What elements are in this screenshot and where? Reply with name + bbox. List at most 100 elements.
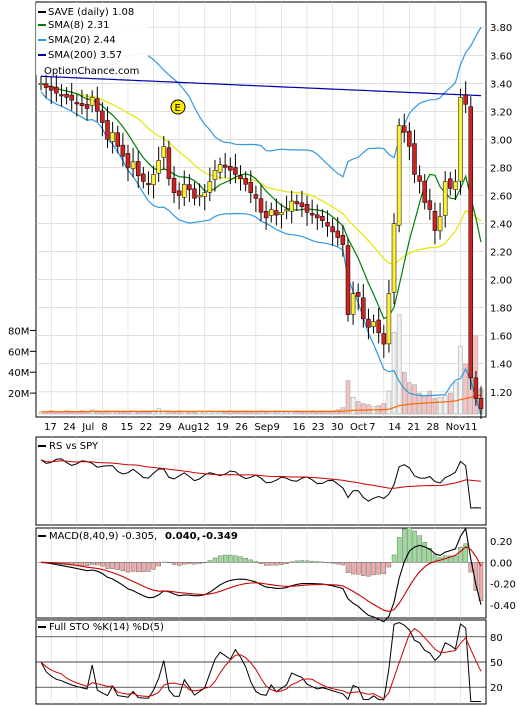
candle-body [412, 143, 417, 175]
volume-bar [407, 382, 412, 415]
volume-bar [217, 411, 223, 415]
candle-body [146, 183, 151, 186]
sto-tick-label: 20 [490, 683, 503, 694]
volume-bar [253, 411, 259, 415]
macd-title: MACD(8,40,9) -0.305, 0.040, -0.349 [38, 531, 238, 542]
candle-body [228, 166, 233, 171]
macd-title-text: MACD(8,40,9) -0.305, [49, 531, 157, 542]
volume-bar [48, 410, 54, 415]
sto-title-text: Full STO %K(14) %D(5) [49, 622, 164, 633]
price-tick-label: 2.60 [490, 191, 512, 202]
candle-body [151, 174, 156, 185]
candle-body [130, 161, 136, 169]
rs-average-line [40, 459, 482, 489]
macd-histogram-bar [284, 562, 289, 564]
macd-histogram-bar [228, 554, 233, 563]
sma8-line [40, 82, 482, 320]
volume-bar [345, 380, 351, 415]
volume-bar [238, 411, 243, 415]
macd-histogram-bar [432, 554, 438, 563]
x-tick-label: 28 [426, 422, 439, 433]
macd-histogram-bar [192, 562, 197, 565]
legend-background [36, 3, 148, 75]
candle-body [207, 181, 213, 193]
candle-body [458, 97, 463, 182]
macd-histogram-bar [299, 560, 305, 563]
watermark: OptionChance.com [44, 66, 139, 77]
x-tick-label: 21 [407, 422, 420, 433]
line-layer [40, 26, 484, 702]
candle-body [125, 153, 131, 168]
earnings-marker-circle [170, 99, 186, 115]
macd-histogram-bar [458, 546, 463, 563]
volume-bar [110, 411, 115, 415]
volume-bar [402, 371, 407, 415]
rs-title: RS vs SPY [38, 441, 99, 452]
macd-histogram-bar [207, 560, 213, 563]
candle-body [182, 184, 187, 198]
candle-body [407, 130, 412, 147]
x-tick-label: 16 [293, 422, 306, 433]
macd-histogram-bar [448, 555, 453, 563]
volume-average-line [41, 394, 482, 413]
volume-bar [279, 411, 284, 415]
candle-body [54, 86, 59, 94]
volume-bar [248, 411, 254, 415]
macd-histogram-bar [187, 562, 192, 565]
candle-body [309, 213, 315, 216]
sto-tick-label: 80 [490, 633, 503, 644]
candle-body [391, 223, 397, 293]
price-tick-label: 1.40 [490, 360, 512, 371]
x-tick-label: 8 [101, 422, 107, 433]
volume-bar [192, 411, 197, 415]
macd-histogram-bar [402, 528, 407, 563]
candle-body [284, 209, 289, 212]
macd-histogram-bar [335, 562, 340, 565]
x-tick-label: 17 [44, 422, 57, 433]
x-tick-label: 19 [216, 422, 229, 433]
macd-histogram-bar [115, 562, 120, 570]
volume-bar [315, 411, 320, 415]
candle-body [79, 103, 85, 107]
candle-body [192, 188, 197, 199]
candle-body [361, 297, 366, 320]
macd-histogram-bar [356, 562, 361, 575]
price-tick-label: 2.40 [490, 220, 512, 231]
candle-body [212, 169, 218, 180]
legend-label-save: SAVE (daily) 1.08 [48, 7, 134, 18]
macd-tick-label: -0.20 [490, 580, 516, 591]
macd-histogram-bar [315, 561, 320, 563]
macd-histogram-bar [243, 557, 248, 563]
candle-body [350, 293, 356, 315]
macd-histogram-bar [105, 562, 110, 569]
macd-histogram-bar [125, 562, 131, 573]
volume-bar [304, 411, 310, 415]
candle-body [69, 94, 74, 101]
candle-body [432, 211, 438, 231]
volume-bar [299, 411, 305, 415]
macd-histogram-bar [89, 562, 95, 565]
volume-bar [284, 411, 289, 415]
candle-body [171, 178, 177, 193]
candle-body [59, 94, 64, 97]
price-tick-label: 2.80 [490, 163, 512, 174]
rs-panel-frame [35, 436, 487, 526]
price-tick-label: 1.60 [490, 332, 512, 343]
volume-bar [79, 410, 85, 415]
candle-body [176, 190, 182, 196]
macd-histogram-bar [361, 562, 366, 576]
macd-histogram-bar [407, 526, 412, 563]
candle-body [386, 293, 392, 345]
volume-bar [361, 403, 366, 415]
sto-k-line [40, 621, 481, 702]
candle-body [355, 292, 361, 297]
candle-body [156, 160, 161, 174]
price-tick-label: 3.20 [490, 107, 512, 118]
volume-bar [422, 394, 427, 415]
candle-body [289, 200, 294, 212]
candle-body [315, 214, 320, 219]
candle-body [141, 173, 146, 182]
candle-body [427, 200, 433, 210]
candle-body [161, 146, 167, 158]
candle-body [396, 125, 402, 226]
